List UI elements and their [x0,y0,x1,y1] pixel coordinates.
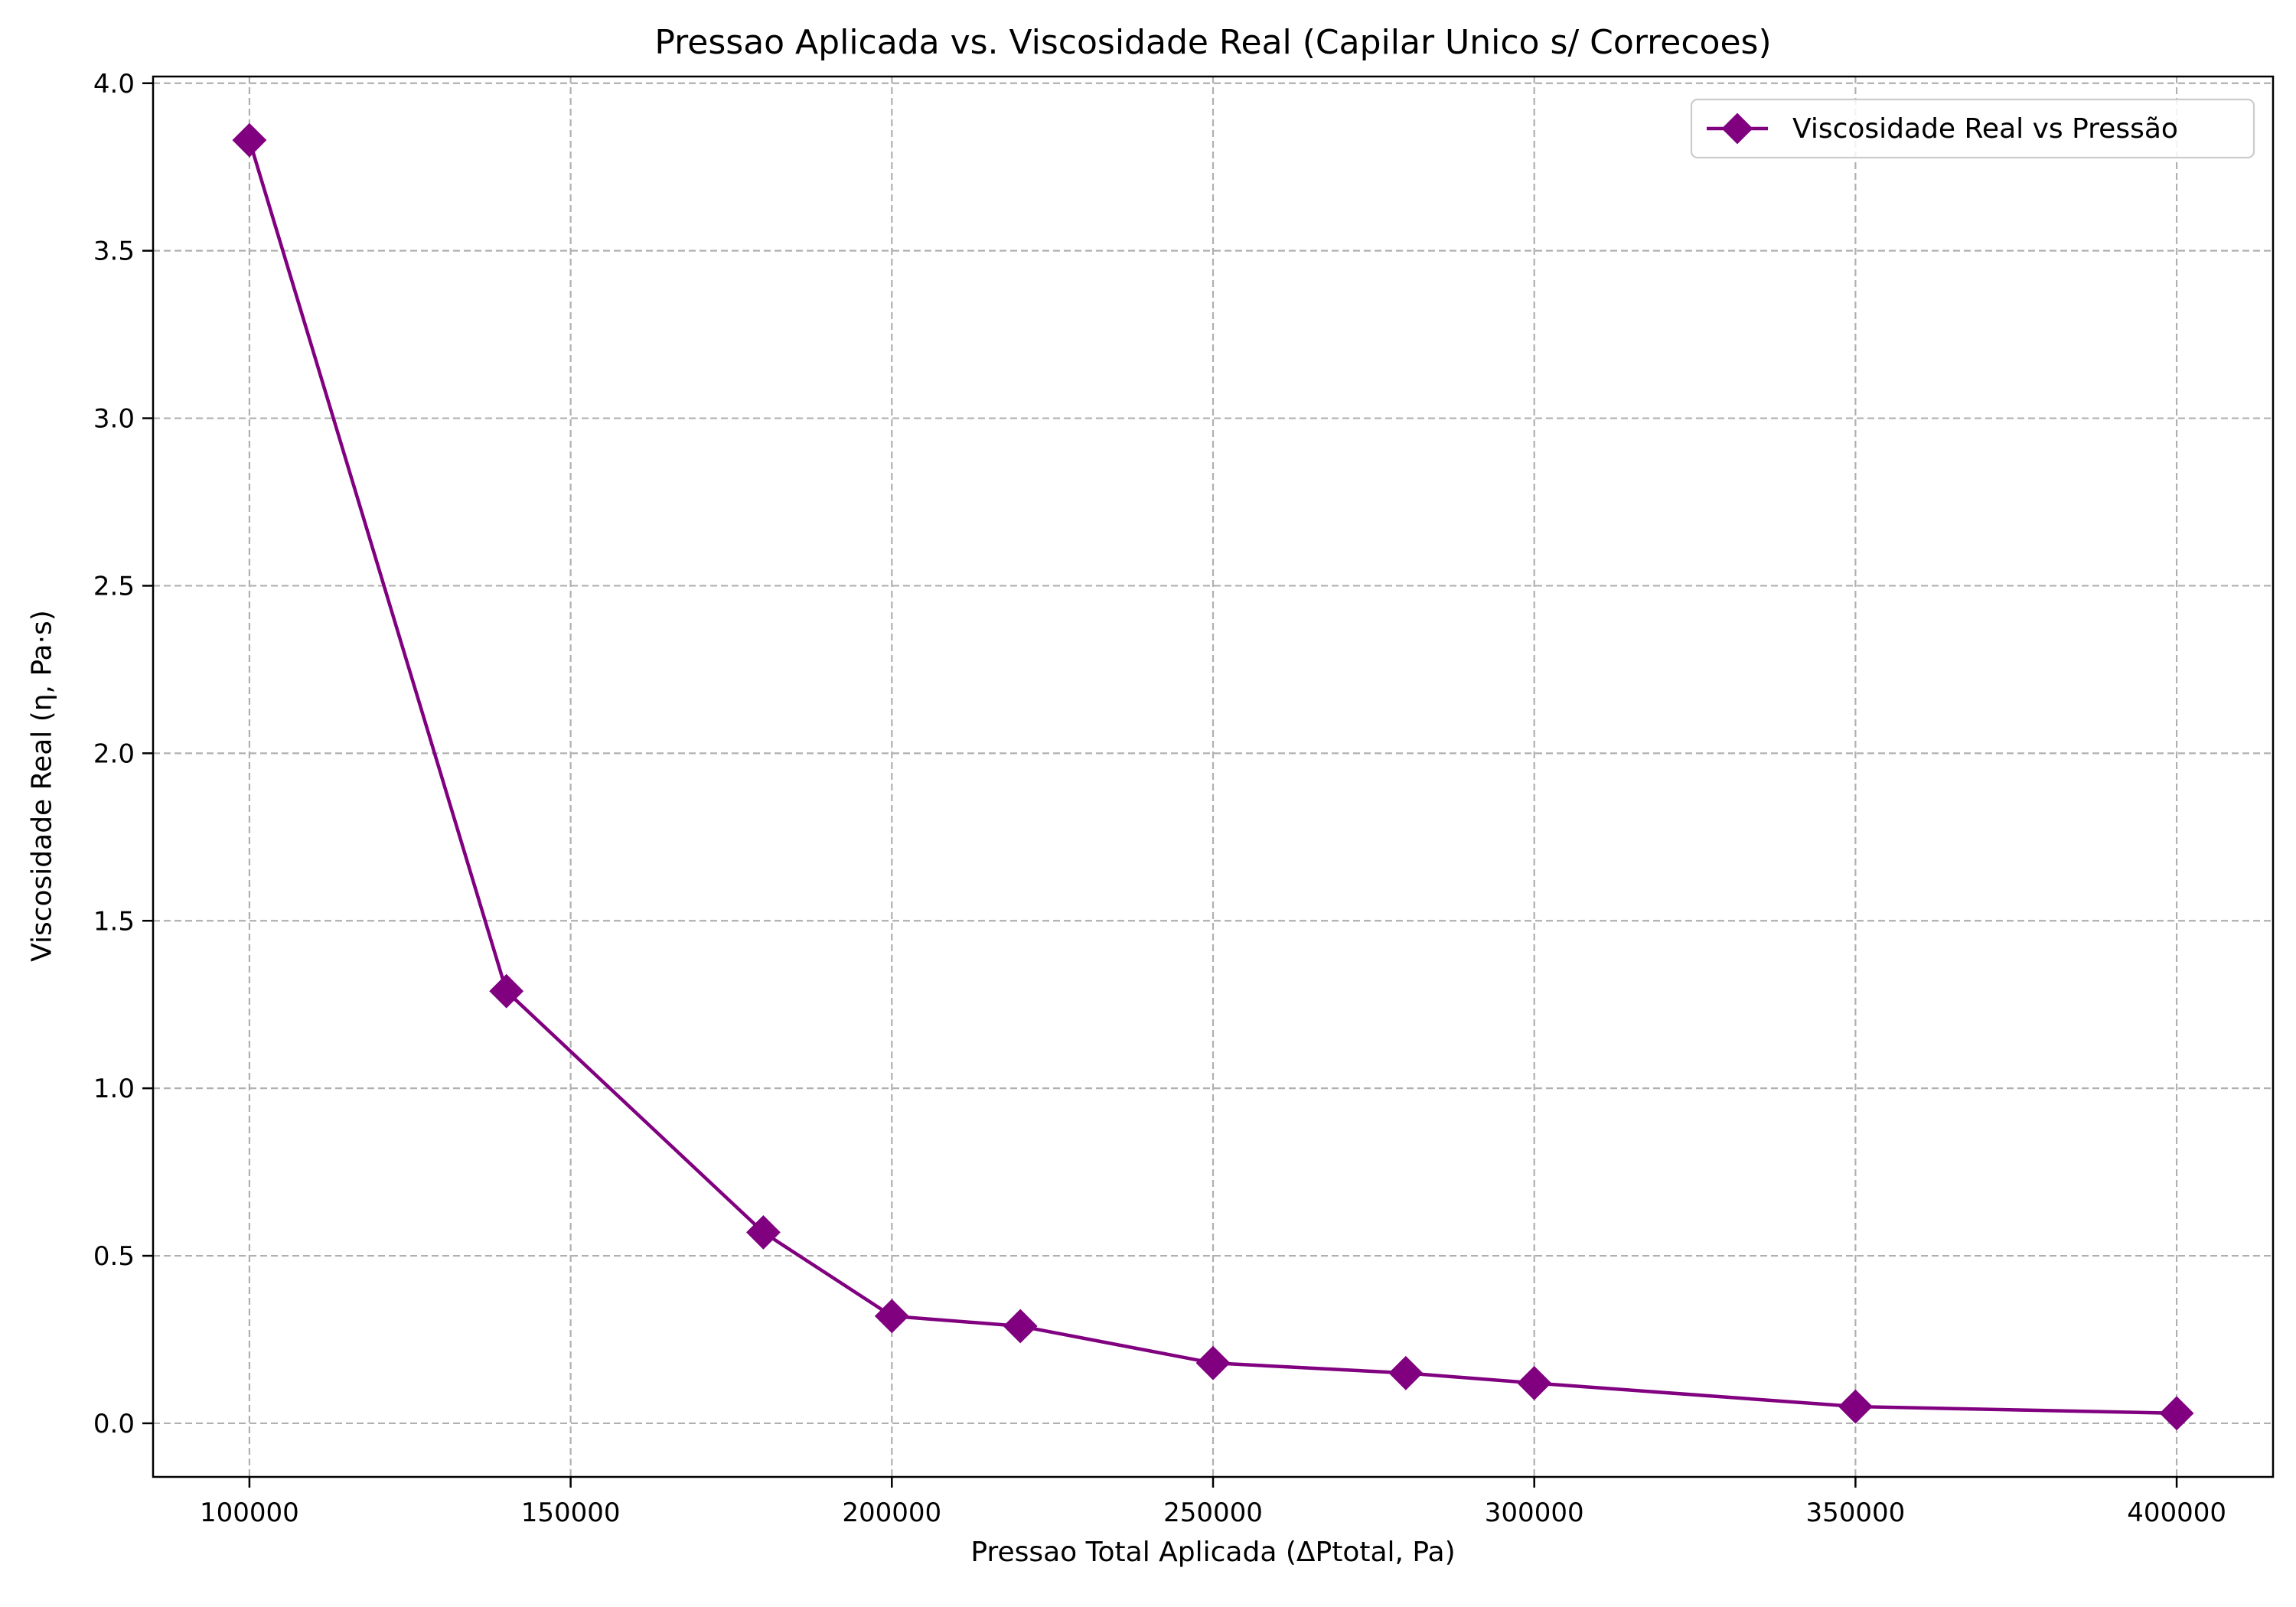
y-tick-label: 3.5 [93,236,135,267]
data-point-marker [746,1214,781,1250]
x-tick-label: 250000 [1163,1498,1263,1528]
legend-box [1690,98,2255,159]
data-point-marker [874,1299,909,1334]
y-tick-label: 2.5 [93,571,135,601]
y-tick-label: 0.5 [93,1241,135,1272]
legend-marker-swatch [1721,112,1753,145]
data-point-marker [232,122,267,158]
y-tick-label: 3.0 [93,404,135,435]
data-point-marker [1195,1345,1231,1380]
y-tick-label: 1.5 [93,906,135,937]
y-tick-label: 4.0 [93,69,135,99]
y-tick-label: 0.0 [93,1409,135,1439]
data-point-marker [489,973,524,1009]
data-point-marker [1517,1366,1552,1400]
legend: Viscosidade Real vs Pressão [1690,98,2255,159]
data-point-marker [2159,1396,2194,1431]
data-point-marker [1388,1355,1424,1390]
x-axis-label: Pressao Total Aplicada (ΔPtotal, Pa) [970,1537,1456,1568]
x-tick-label: 100000 [200,1498,299,1528]
y-tick-label: 1.0 [93,1074,135,1104]
x-tick-label: 350000 [1805,1498,1905,1528]
series-layer [232,122,2194,1431]
chart-title: Pressao Aplicada vs. Viscosidade Real (C… [654,23,1772,62]
legend-entry-label: Viscosidade Real vs Pressão [1792,113,2178,145]
x-tick-label: 400000 [2127,1498,2226,1528]
y-tick-label: 2.0 [93,738,135,769]
x-tick-label: 200000 [842,1498,941,1528]
series-line [247,139,2177,1416]
grid-lines [153,77,2273,1477]
x-tick-label: 150000 [521,1498,621,1528]
data-point-marker [1003,1309,1038,1344]
y-axis-label: Viscosidade Real (η, Pa·s) [26,610,58,962]
x-tick-label: 300000 [1485,1498,1584,1528]
data-point-marker [1838,1389,1873,1424]
axis-ticks: 100000 150000 200000 250000 300000 350000 4000… [93,69,2226,1528]
